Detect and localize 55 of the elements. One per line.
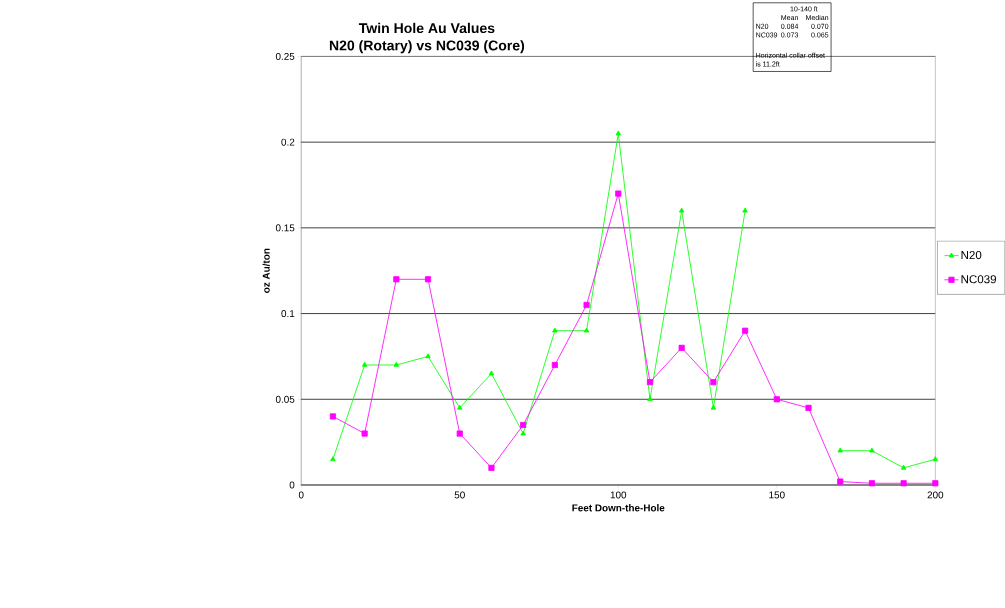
point — [805, 404, 812, 411]
y-tick-label: 0.05 — [275, 395, 295, 403]
point — [330, 456, 336, 461]
point — [361, 430, 368, 437]
x-tick-label: 150 — [769, 491, 785, 499]
y-tick-label: 0.15 — [275, 224, 295, 232]
legend-label: N20 — [961, 250, 982, 259]
point — [742, 207, 748, 213]
point — [710, 378, 717, 385]
point — [678, 344, 685, 351]
point — [932, 480, 939, 487]
point — [647, 396, 653, 401]
point — [393, 361, 400, 367]
point — [456, 430, 463, 437]
point — [900, 464, 907, 470]
point — [900, 480, 907, 487]
point — [615, 130, 621, 136]
chart-subtitle: N20 (Rotary) vs NC039 (Core) — [329, 39, 525, 54]
point — [710, 404, 717, 410]
x-tick-label: 50 — [454, 491, 465, 499]
x-tick-label: 100 — [610, 491, 627, 499]
point — [868, 480, 875, 487]
point — [361, 361, 368, 367]
point — [488, 370, 495, 376]
point — [932, 456, 939, 461]
y-tick-label: 0.25 — [275, 52, 295, 60]
point — [583, 327, 590, 333]
point — [552, 327, 558, 333]
point — [424, 276, 432, 283]
point — [615, 190, 622, 197]
y-tick-label: 0.1 — [281, 309, 295, 317]
chart-title: Twin Hole Au Values — [358, 22, 495, 33]
point — [488, 464, 495, 471]
point — [425, 353, 431, 358]
point — [678, 207, 685, 213]
point — [520, 421, 527, 428]
point — [646, 378, 654, 385]
x-axis-title: Feet Down-the-Hole — [572, 503, 665, 512]
point — [551, 361, 558, 368]
x-tick-label: 0 — [298, 491, 304, 499]
point — [520, 430, 526, 436]
point — [742, 327, 749, 334]
legend-label: NC039 — [961, 274, 997, 284]
y-axis-title: oz Au/ton — [262, 248, 270, 293]
point — [329, 413, 336, 420]
y-tick-label: 0 — [289, 481, 295, 489]
point — [773, 396, 780, 403]
point — [869, 447, 875, 453]
point — [457, 404, 463, 410]
point — [837, 478, 844, 485]
point — [837, 447, 843, 453]
point — [393, 276, 400, 283]
point — [583, 301, 590, 308]
y-tick-label: 0.2 — [281, 138, 295, 146]
x-tick-label: 200 — [927, 491, 944, 499]
